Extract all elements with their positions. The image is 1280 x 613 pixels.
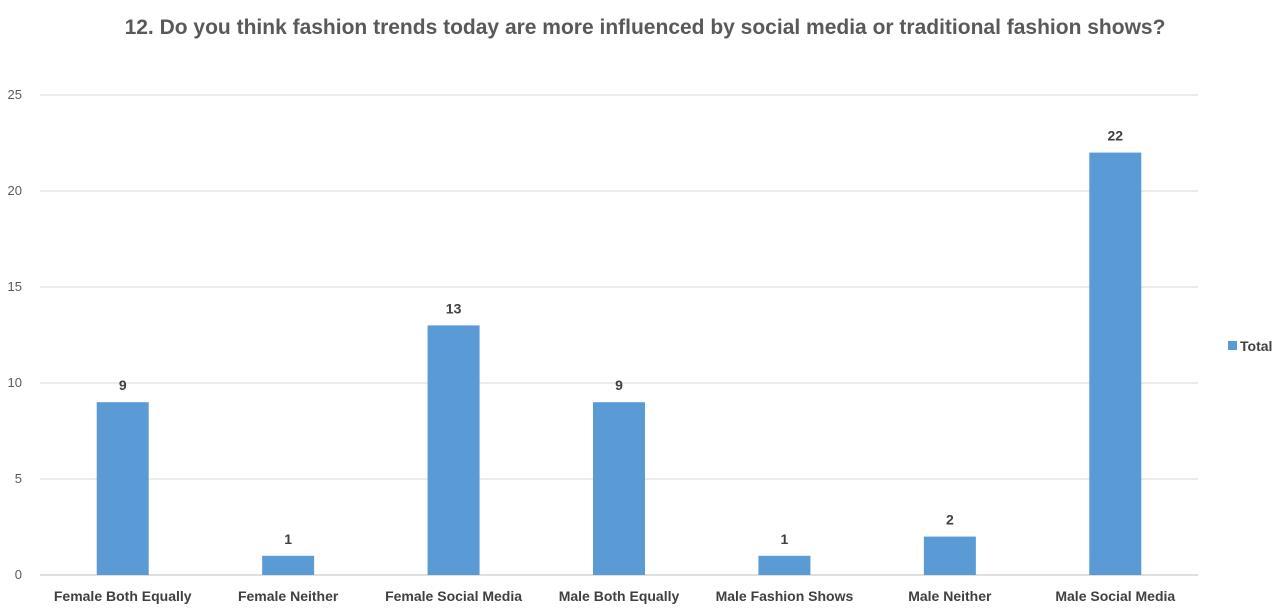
legend: Total [1228, 338, 1272, 354]
y-tick-label: 10 [8, 375, 22, 390]
x-category-label: Male Neither [908, 588, 992, 604]
bar [96, 402, 149, 575]
legend-label: Total [1240, 338, 1272, 354]
legend-swatch [1228, 341, 1237, 350]
x-category-label: Female Neither [238, 588, 339, 604]
bars [96, 152, 1142, 575]
y-tick-label: 5 [15, 471, 22, 486]
y-tick-label: 0 [15, 567, 22, 582]
x-category-label: Male Both Equally [559, 588, 680, 604]
y-tick-label: 15 [8, 279, 22, 294]
y-tick-label: 25 [8, 87, 22, 102]
y-axis-ticks: 0 5 10 15 20 25 [8, 87, 22, 582]
x-axis-categories: Female Both Equally Female Neither Female … [54, 588, 1176, 604]
bar [593, 402, 645, 575]
x-category-label: Female Both Equally [54, 588, 192, 604]
x-category-label: Male Social Media [1055, 588, 1175, 604]
data-label: 9 [119, 377, 127, 393]
y-tick-label: 20 [8, 183, 22, 198]
data-label: 1 [284, 531, 292, 547]
data-label: 22 [1107, 128, 1123, 144]
data-label: 2 [946, 512, 954, 528]
bar [758, 555, 811, 575]
bar [427, 325, 480, 575]
x-category-label: Male Fashion Shows [716, 588, 854, 604]
data-label: 13 [446, 300, 462, 316]
chart-title: 12. Do you think fashion trends today ar… [124, 16, 1166, 39]
data-label: 9 [615, 377, 623, 393]
data-label: 1 [781, 531, 789, 547]
bar [1089, 152, 1142, 575]
bar [923, 536, 976, 575]
x-category-label: Female Social Media [385, 588, 522, 604]
bar [262, 555, 315, 575]
